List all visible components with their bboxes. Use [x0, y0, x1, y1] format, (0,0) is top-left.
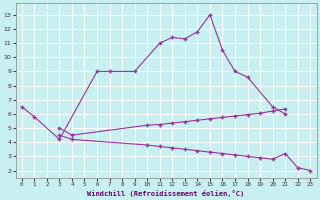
X-axis label: Windchill (Refroidissement éolien,°C): Windchill (Refroidissement éolien,°C) [87, 190, 245, 197]
